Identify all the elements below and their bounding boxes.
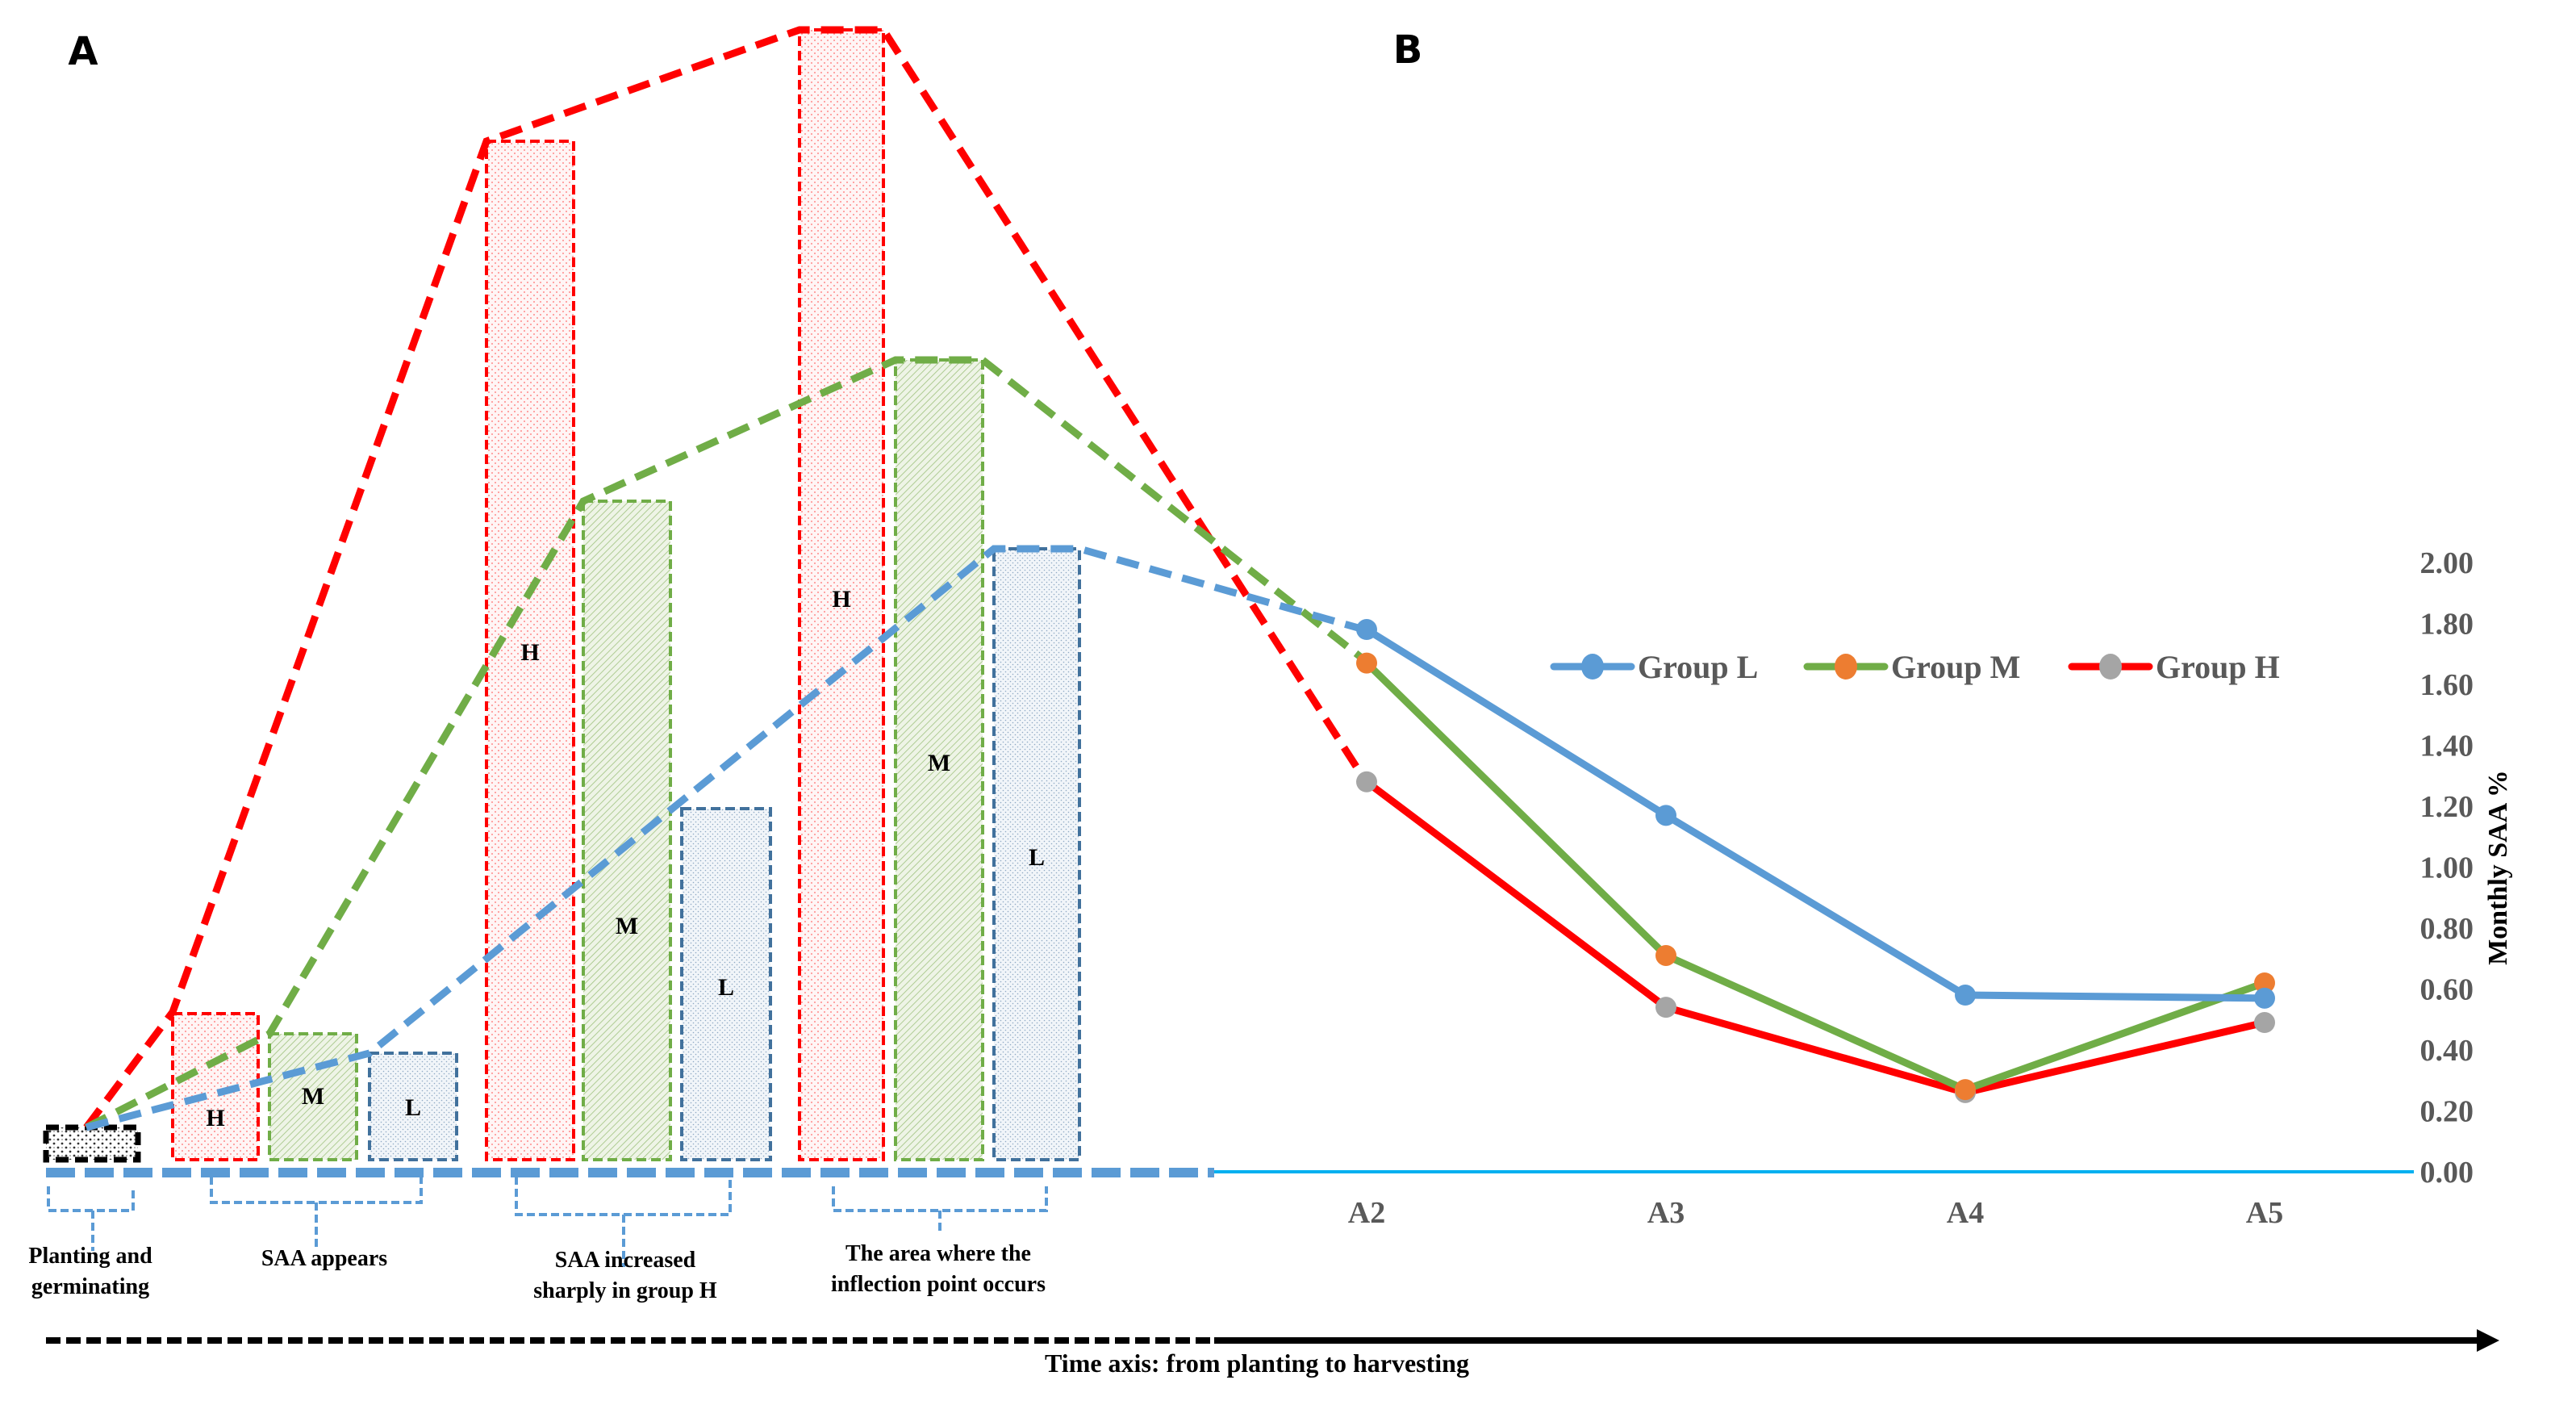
bar-label-m: M [928, 750, 950, 776]
bar-l-stage3 [992, 547, 1081, 1161]
data-point-group-l [1655, 805, 1676, 826]
x-category-label: A5 [2246, 1196, 2283, 1230]
svg-text:germinating: germinating [31, 1274, 149, 1299]
series-line-group-h [1364, 779, 2266, 1097]
stage-note-planting: Planting and germinating [28, 1244, 152, 1299]
bar-m-stage2 [582, 500, 672, 1161]
svg-text:SAA increased: SAA increased [555, 1248, 696, 1273]
legend-item-group-m: Group M [1803, 649, 2020, 685]
data-point-group-l [1356, 619, 1377, 641]
panel-a-diagram: H M L H M L H M L Planting and germinati… [28, 26, 2499, 1378]
y-tick-label: 2.00 [2420, 546, 2474, 580]
y-axis-ticks: 0.00 0.20 0.40 0.60 0.80 1.00 1.20 1.40 1.60 1.80… [2420, 546, 2474, 1190]
series-line-group-m [1363, 660, 2266, 1094]
stage-note-inflection: The area where the inflection point occu… [831, 1241, 1046, 1297]
y-tick-label: 1.80 [2420, 608, 2474, 642]
stage-note-saa-increased: SAA increased sharply in group H [533, 1248, 717, 1303]
bar-h-stage1 [171, 1012, 260, 1161]
data-point-group-m [2254, 972, 2275, 993]
data-point-group-l [1955, 985, 1976, 1006]
bracket-saa-appears [210, 1177, 423, 1247]
y-tick-label: 0.40 [2420, 1034, 2474, 1068]
bar-m-stage3 [894, 358, 984, 1161]
y-axis-label: Monthly SAA % [2483, 770, 2513, 965]
y-tick-label: 0.00 [2420, 1156, 2474, 1190]
legend-item-group-h: Group H [2068, 649, 2280, 685]
svg-text:sharply in group H: sharply in group H [533, 1278, 717, 1303]
series-group [1356, 619, 2275, 1103]
x-category-label: A2 [1348, 1196, 1385, 1230]
data-point-group-l [2254, 987, 2275, 1009]
data-point-group-m [1356, 652, 1377, 674]
trend-line-h-dashed [83, 26, 1370, 1130]
bar-label-h: H [206, 1105, 224, 1131]
bracket-saa-increased [515, 1177, 732, 1267]
trend-line-l-dashed [85, 545, 1368, 1131]
legend-marker-h [2099, 654, 2122, 680]
y-tick-label: 1.40 [2420, 730, 2474, 763]
y-tick-label: 0.20 [2420, 1095, 2474, 1129]
svg-text:inflection point occurs: inflection point occurs [831, 1272, 1046, 1297]
bar-label-h: H [832, 586, 850, 613]
bar-label-l: L [718, 974, 734, 1001]
data-point-group-h [2254, 1012, 2275, 1034]
bar-label-l: L [1029, 844, 1045, 871]
data-point-group-h [1655, 997, 1676, 1018]
x-axis-categories: A2 A3 A4 A5 [1348, 1196, 2283, 1230]
bracket-planting [47, 1186, 135, 1251]
y-tick-label: 1.20 [2420, 790, 2474, 824]
bar-label-m: M [302, 1083, 324, 1110]
y-tick-label: 1.00 [2420, 851, 2474, 885]
y-tick-label: 1.60 [2420, 668, 2474, 702]
x-category-label: A3 [1647, 1196, 1685, 1230]
bar-l-stage2 [680, 807, 772, 1161]
bar-label-m: M [616, 913, 638, 939]
series-line-group-l [1364, 626, 2265, 1002]
svg-text:Group H: Group H [2156, 649, 2280, 685]
legend-marker-l [1581, 654, 1604, 680]
panel-b-chart: 0.00 0.20 0.40 0.60 0.80 1.00 1.20 1.40 1.60 1.80… [1214, 546, 2513, 1230]
stage-note-saa-appears: SAA appears [261, 1246, 387, 1271]
legend-marker-m [1835, 654, 1857, 680]
svg-text:Group M: Group M [1891, 649, 2020, 685]
svg-text:Group L: Group L [1638, 649, 1758, 685]
data-point-group-h [1356, 771, 1377, 793]
y-tick-label: 0.60 [2420, 973, 2474, 1007]
svg-text:SAA appears: SAA appears [261, 1246, 387, 1271]
y-tick-label: 0.80 [2420, 912, 2474, 946]
bar-label-h: H [520, 639, 539, 666]
trend-line-m-dashed [84, 356, 1369, 1131]
time-axis-arrowhead [2477, 1329, 2499, 1352]
svg-text:The area where the: The area where the [845, 1241, 1031, 1266]
bar-label-l: L [405, 1094, 421, 1121]
x-category-label: A4 [1947, 1196, 1984, 1230]
planting-box [43, 1124, 141, 1163]
svg-text:Planting and: Planting and [28, 1244, 152, 1269]
bracket-inflection [832, 1186, 1048, 1235]
data-point-group-m [1655, 944, 1676, 966]
bar-h-stage2 [485, 140, 575, 1161]
legend: Group L Group M Group H [1550, 649, 2280, 685]
panel-a-label: A [68, 29, 98, 74]
bar-m-stage1 [268, 1032, 358, 1161]
time-axis-label: Time axis: from planting to harvesting [1045, 1349, 1469, 1378]
bar-h-stage3 [798, 28, 885, 1161]
panel-b-label: B [1393, 27, 1423, 73]
bar-l-stage1 [368, 1052, 458, 1161]
legend-item-group-l: Group L [1550, 649, 1758, 685]
data-point-group-m [1955, 1079, 1976, 1101]
